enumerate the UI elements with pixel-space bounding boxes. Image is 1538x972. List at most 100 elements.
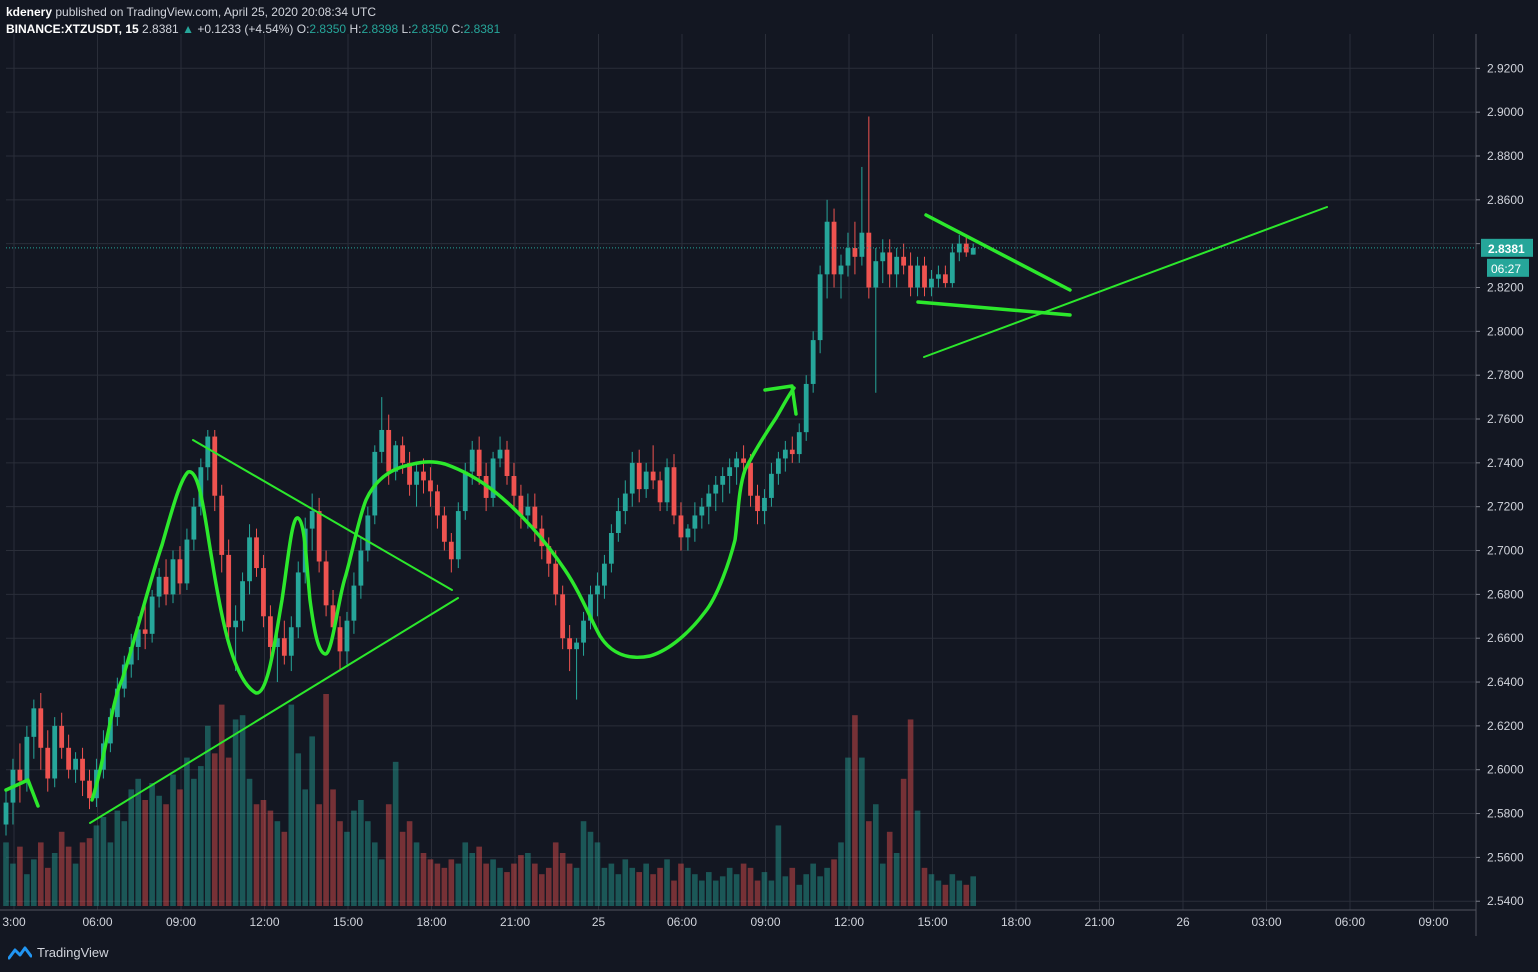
candle-body[interactable]	[532, 506, 538, 529]
candle-body[interactable]	[560, 594, 566, 639]
candle-body[interactable]	[678, 515, 684, 538]
candle-body[interactable]	[226, 554, 232, 628]
candle-body[interactable]	[135, 629, 141, 647]
candle-body[interactable]	[323, 561, 329, 606]
candle-body[interactable]	[38, 708, 44, 748]
candle-body[interactable]	[581, 620, 586, 643]
candle-body[interactable]	[643, 471, 649, 490]
candle-body[interactable]	[316, 511, 322, 562]
price-axis-panel[interactable]	[1476, 0, 1538, 936]
candle-body[interactable]	[428, 480, 433, 492]
candle-body[interactable]	[775, 458, 781, 474]
candle-body[interactable]	[595, 585, 600, 595]
candle-body[interactable]	[608, 532, 614, 564]
price-chart[interactable]: 2.92002.90002.88002.86002.84002.82002.80…	[0, 0, 1538, 936]
candle-body[interactable]	[59, 725, 65, 748]
candle-body[interactable]	[233, 620, 239, 628]
candle-body[interactable]	[240, 581, 245, 621]
candle-body[interactable]	[205, 436, 211, 468]
candle-body[interactable]	[142, 629, 148, 634]
candle-body[interactable]	[629, 462, 635, 494]
candle-body[interactable]	[650, 471, 656, 481]
candle-body[interactable]	[31, 708, 37, 737]
candle-body[interactable]	[421, 471, 426, 481]
candle-body[interactable]	[567, 638, 573, 650]
candle-body[interactable]	[191, 506, 197, 540]
candle-body[interactable]	[915, 265, 920, 288]
candle-body[interactable]	[114, 688, 120, 718]
candle-body[interactable]	[824, 221, 830, 275]
candle-body[interactable]	[87, 780, 92, 799]
candle-body[interactable]	[769, 473, 774, 498]
candle-body[interactable]	[671, 467, 677, 516]
candle-body[interactable]	[602, 563, 607, 586]
candle-body[interactable]	[922, 265, 927, 288]
candle-body[interactable]	[156, 576, 162, 597]
candle-body[interactable]	[497, 449, 503, 459]
candle-body[interactable]	[887, 252, 893, 275]
candle-body[interactable]	[734, 458, 740, 468]
candle-body[interactable]	[455, 511, 461, 560]
candle-body[interactable]	[435, 491, 440, 516]
candle-body[interactable]	[3, 802, 9, 825]
candle-body[interactable]	[956, 243, 962, 253]
candle-body[interactable]	[929, 278, 934, 288]
candle-body[interactable]	[970, 248, 976, 255]
candle-body[interactable]	[713, 484, 719, 494]
candle-body[interactable]	[518, 495, 524, 516]
candle-body[interactable]	[45, 747, 51, 779]
candle-body[interactable]	[664, 467, 670, 503]
candle-body[interactable]	[490, 458, 496, 498]
candle-body[interactable]	[198, 467, 204, 507]
candle-body[interactable]	[817, 274, 823, 341]
candle-body[interactable]	[574, 642, 579, 650]
candle-body[interactable]	[511, 476, 517, 496]
candle-body[interactable]	[936, 274, 941, 279]
candle-body[interactable]	[880, 252, 886, 262]
candle-body[interactable]	[274, 638, 280, 647]
candle-body[interactable]	[268, 616, 273, 647]
candle-body[interactable]	[720, 476, 726, 485]
candle-body[interactable]	[365, 515, 371, 551]
candle-body[interactable]	[741, 458, 746, 463]
candle-body[interactable]	[219, 495, 225, 555]
candle-body[interactable]	[254, 537, 259, 569]
candle-body[interactable]	[796, 432, 802, 455]
candle-body[interactable]	[762, 497, 767, 512]
candle-body[interactable]	[476, 449, 482, 476]
candle-body[interactable]	[949, 252, 955, 284]
candle-body[interactable]	[184, 539, 190, 584]
candle-body[interactable]	[469, 449, 475, 472]
candle-body[interactable]	[149, 596, 155, 634]
candle-body[interactable]	[622, 493, 628, 512]
candle-body[interactable]	[351, 585, 357, 621]
candle-body[interactable]	[942, 274, 948, 284]
candle-body[interactable]	[908, 265, 913, 288]
candle-body[interactable]	[727, 467, 733, 476]
candle-body[interactable]	[755, 495, 760, 512]
symbol-name[interactable]: BINANCE:XTZUSDT, 15	[6, 22, 139, 36]
candle-body[interactable]	[706, 493, 712, 507]
candle-body[interactable]	[553, 563, 559, 595]
author-name[interactable]: kdenery	[6, 5, 53, 19]
candle-body[interactable]	[386, 429, 392, 472]
candle-body[interactable]	[657, 480, 663, 503]
candle-body[interactable]	[782, 449, 788, 459]
candle-body[interactable]	[901, 256, 907, 266]
candle-body[interactable]	[177, 559, 183, 584]
candle-body[interactable]	[448, 541, 454, 560]
candle-body[interactable]	[748, 462, 753, 496]
candle-body[interactable]	[414, 471, 419, 485]
candle-body[interactable]	[588, 594, 593, 621]
candle-body[interactable]	[866, 232, 872, 288]
candle-body[interactable]	[261, 568, 266, 617]
candle-body[interactable]	[309, 511, 315, 529]
candle-body[interactable]	[52, 725, 58, 779]
candle-body[interactable]	[212, 436, 218, 496]
candle-body[interactable]	[810, 340, 816, 384]
candle-body[interactable]	[504, 449, 510, 476]
candle-body[interactable]	[24, 736, 30, 781]
candle-body[interactable]	[295, 572, 301, 628]
candle-body[interactable]	[80, 758, 85, 781]
candle-body[interactable]	[894, 256, 900, 275]
